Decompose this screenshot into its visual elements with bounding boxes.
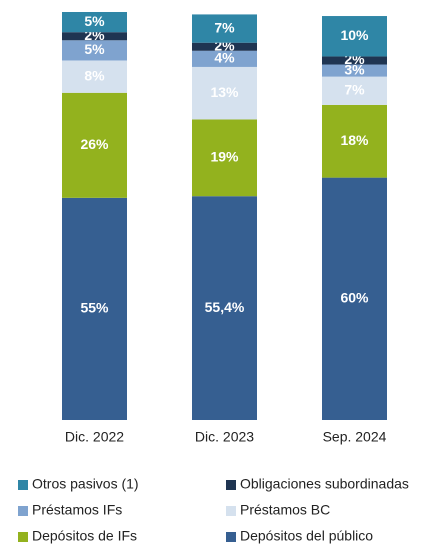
bar-segment	[62, 40, 127, 61]
value-label: 7%	[214, 19, 235, 35]
legend-label: Préstamos IFs	[32, 502, 122, 518]
value-label: 13%	[210, 84, 239, 100]
legend-swatch	[226, 532, 236, 542]
value-label: 5%	[84, 41, 105, 57]
bar-segment	[62, 197, 127, 420]
bar-segment	[322, 104, 387, 178]
legend-swatch	[18, 532, 28, 542]
bar-segment	[192, 66, 257, 120]
bar-segment	[192, 14, 257, 43]
legend-swatch	[226, 480, 236, 490]
legend-label: Obligaciones subordinadas	[240, 476, 409, 492]
bar-segment	[62, 92, 127, 198]
bar-segment	[322, 56, 387, 65]
value-label: 55,4%	[205, 299, 245, 315]
x-tick-label: Sep. 2024	[323, 429, 387, 445]
value-label: 26%	[80, 136, 109, 152]
legend-swatch	[18, 480, 28, 490]
x-tick-label: Dic. 2023	[195, 429, 254, 445]
legend-swatch	[18, 506, 28, 516]
value-label: 8%	[84, 67, 105, 83]
value-label: 3%	[344, 61, 365, 77]
value-label: 19%	[210, 149, 239, 165]
value-label: 7%	[344, 81, 365, 97]
legend-label: Préstamos BC	[240, 502, 330, 518]
value-label: 4%	[214, 50, 235, 66]
legend-label: Depósitos del público	[240, 528, 373, 544]
bar-segment	[322, 76, 387, 105]
legend-swatch	[226, 506, 236, 516]
bar-segment	[62, 60, 127, 93]
value-label: 5%	[84, 13, 105, 29]
bar-segment	[62, 12, 127, 33]
legend-label: Depósitos de IFs	[32, 528, 137, 544]
bar-segment	[62, 32, 127, 41]
bar-segment	[192, 196, 257, 420]
legend-label: Otros pasivos (1)	[32, 476, 139, 492]
bar-segment	[322, 177, 387, 420]
bar-segment	[192, 119, 257, 197]
bar-segment	[192, 50, 257, 67]
bar-segment	[192, 42, 257, 51]
x-tick-label: Dic. 2022	[65, 429, 124, 445]
bar-segment	[322, 16, 387, 57]
value-label: 18%	[340, 132, 369, 148]
value-label: 60%	[340, 290, 369, 306]
value-label: 55%	[80, 300, 109, 316]
bar-segment	[322, 64, 387, 77]
value-label: 10%	[340, 27, 369, 43]
